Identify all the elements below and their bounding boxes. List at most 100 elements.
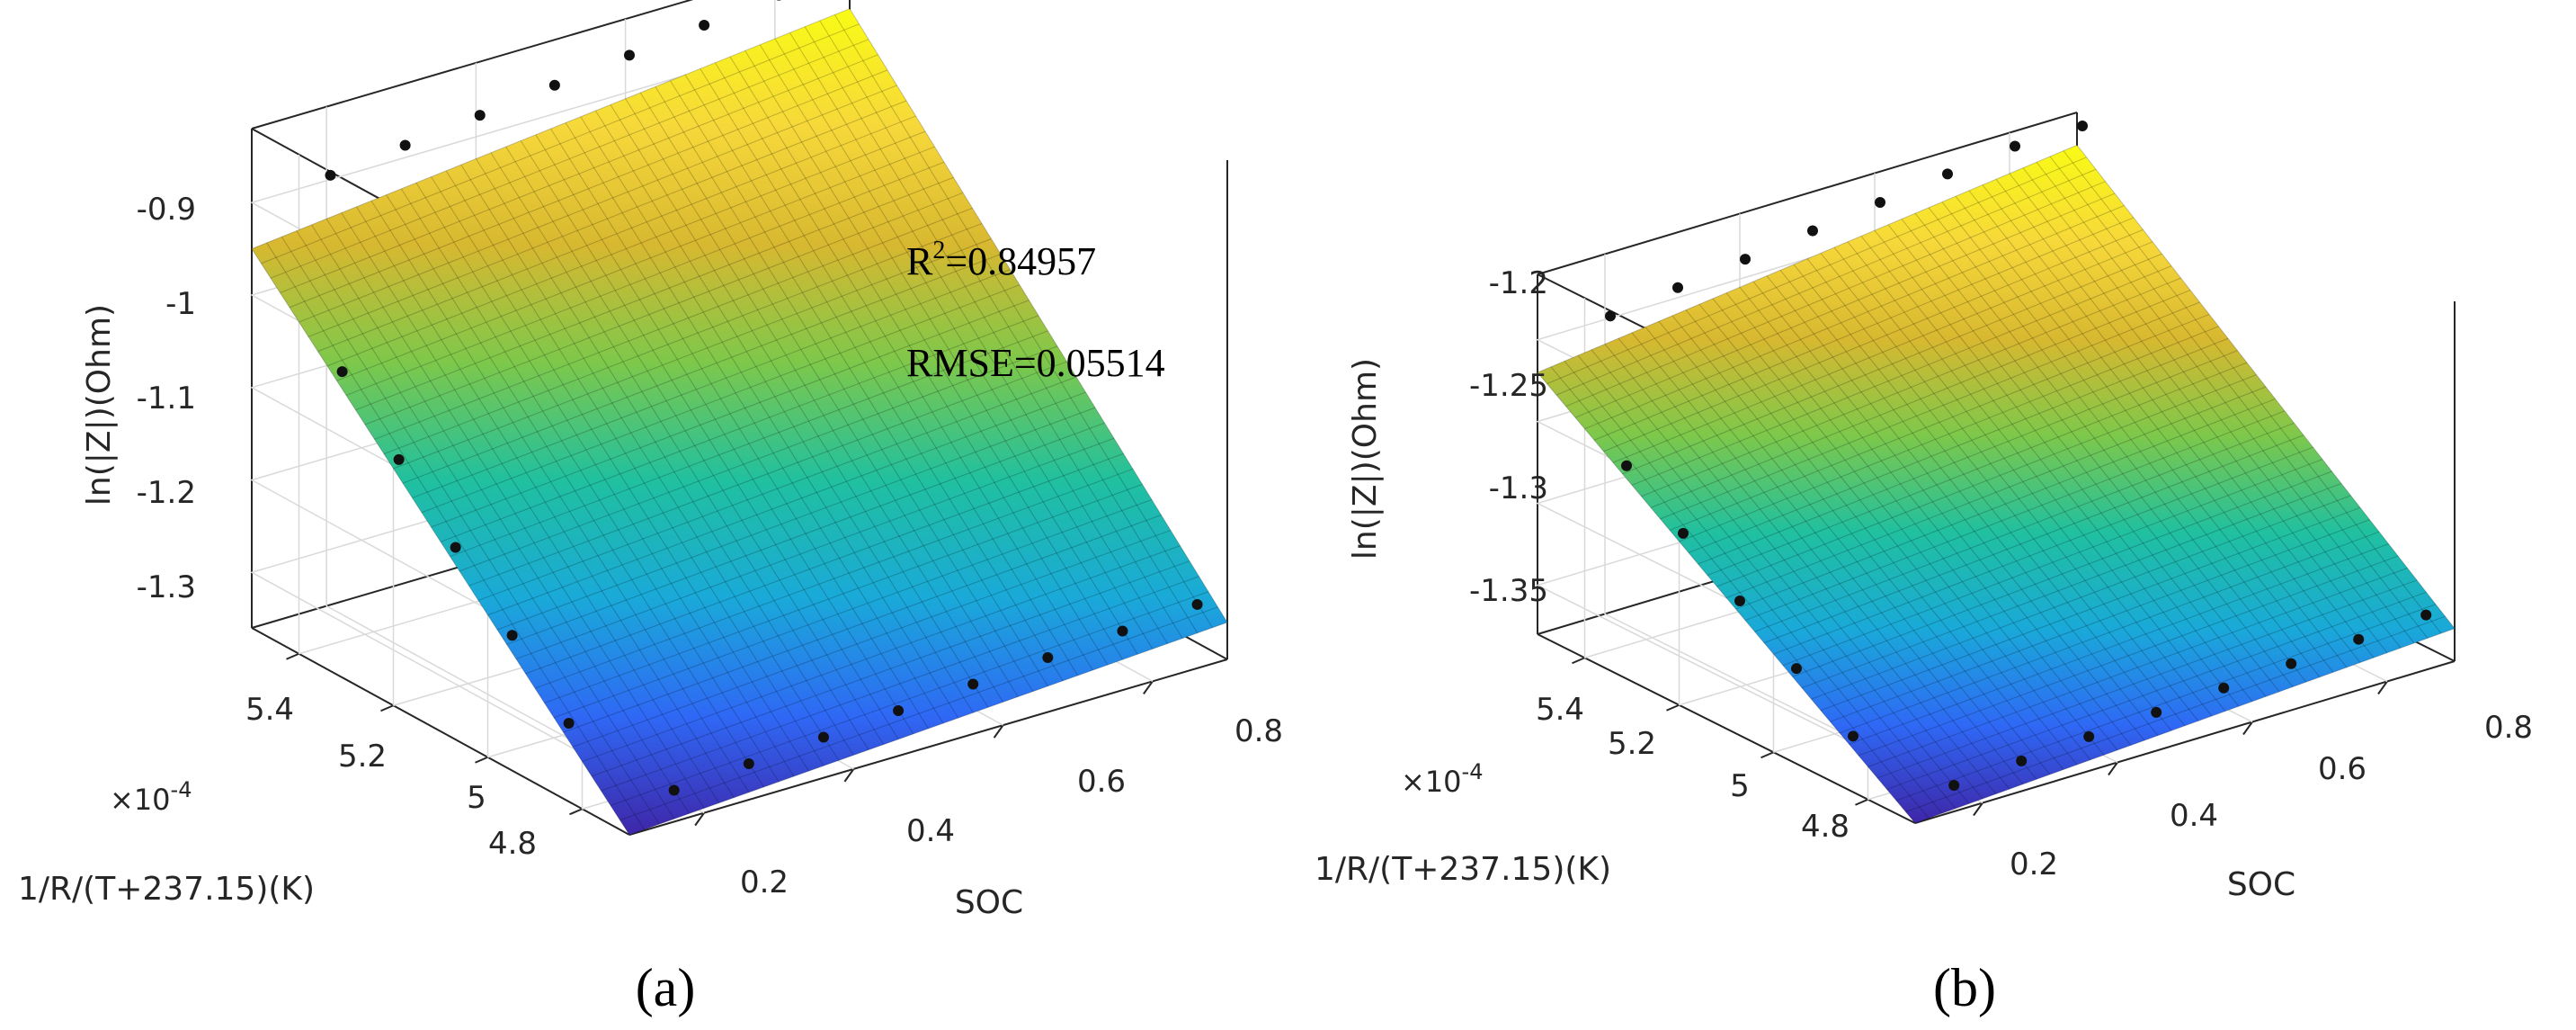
b-data-point [1621,460,1632,471]
a-data-point [336,366,348,378]
a-mesh-line [270,39,869,279]
a-x-tick: 0.2 [740,864,789,900]
b-data-point [2286,658,2297,669]
a-mesh-line [415,182,795,777]
b-data-point [1672,282,1683,293]
b-mesh-line [1725,386,2267,599]
b-data-points-front [1621,460,2432,791]
b-mesh-line [1631,265,2172,486]
a-z-tick: -1 [165,286,196,322]
a-mesh-line [591,560,1190,777]
a-r2-annotation: R2=0.84957 [906,237,1096,283]
a-mesh-line [534,468,1134,689]
b-mesh-line [1876,579,2418,779]
a-mesh-line [655,86,1034,692]
a-mesh-line [383,222,983,455]
a-z-tick: -1.2 [137,475,196,511]
b-data-point [2151,706,2162,718]
a-mesh-line [326,130,926,367]
b-mesh-line [1766,275,2145,741]
b-mesh-line [1820,253,2199,721]
a-data-point [1117,625,1128,637]
b-z-tick: -1.35 [1469,573,1548,609]
b-mesh-line [1968,190,2348,668]
a-mesh-line [610,591,1209,806]
a-data-point [967,678,979,690]
b-mesh-line [1806,258,2186,727]
b-mesh-line [1779,270,2159,736]
b-mesh-line [1650,290,2191,508]
a-data-point [668,784,680,796]
a-mesh-line [450,330,1048,558]
b-mesh-line [1631,332,2010,790]
a-mesh-line [505,146,885,745]
b-mesh-line [1698,303,2078,766]
b-mesh-line [1782,459,2323,667]
b-data-point [2218,682,2230,694]
a-y-tick-mark [569,808,583,816]
b-mesh-line [1811,495,2351,700]
b-y-multiplier-exp: -4 [1462,759,1484,784]
b-mesh-line [1763,434,2304,644]
b-z-tick: -1.25 [1469,368,1548,404]
b-mesh-line [1584,205,2125,430]
a-mesh-line [374,207,973,440]
b-mesh-line [1995,178,2375,658]
a-mesh-line [563,515,1162,733]
b-y-tick: 5.4 [1536,692,1584,728]
b-mesh-line [1688,337,2229,553]
b-x-tick-mark [1973,802,1983,817]
a-mesh-line [459,345,1058,572]
a-mesh-line [628,622,1228,836]
b-data-point [1807,225,1818,237]
a-mesh-line [421,284,1021,514]
b-box-edge [1537,112,2078,275]
a-mesh-line [445,170,824,766]
b-mesh-line [1685,309,2064,770]
a-mesh-line [364,192,964,425]
b-mesh-line [1725,292,2105,756]
b-y-tick: 5 [1730,768,1750,804]
a-mesh-line [525,452,1124,675]
b-mesh-line [1612,241,2153,463]
a-mesh-line [311,224,690,814]
a-mesh-line [355,206,735,798]
a-x-tick-mark [843,768,855,783]
a-mesh-line [345,161,945,396]
b-mesh-line [1901,219,2280,693]
b-data-point [1875,196,1885,208]
b-mesh-line [1546,157,2087,385]
a-data-points-back [325,0,781,181]
b-mesh-line [1860,236,2240,707]
b-caption: (b) [1933,958,1996,1017]
a-z-tick: -1.3 [137,569,196,605]
b-x-ticks: 0.2 0.4 0.6 0.8 [2010,710,2533,882]
a-mesh-line [266,242,646,830]
a-mesh-line [261,23,860,264]
a-mesh-line [431,176,809,772]
a-mesh-line [582,545,1181,763]
b-y-tick-mark [1855,798,1868,806]
a-mesh-line [625,98,1004,703]
b-x-tick: 0.8 [2484,710,2533,746]
a-data-points-front [336,366,1203,796]
a-mesh-line [594,110,974,713]
a-mesh-line [296,230,675,820]
a-mesh-line [308,100,907,337]
a-mesh-line [804,26,1183,639]
b-mesh-line [1679,326,2219,542]
a-mesh-line [553,498,1153,719]
a-mesh-line [468,361,1067,587]
b-z-tick: -1.3 [1489,470,1548,506]
a-mesh-line [515,437,1115,660]
a-data-point [817,731,829,743]
b-data-point [1605,310,1616,322]
b-mesh-line [1887,224,2267,697]
a-mesh-line [520,140,899,740]
a-mesh-line [684,74,1064,682]
b-mesh-line [1830,519,2370,722]
b-mesh-line [1574,193,2116,418]
b-y-multiplier: ×10-4 [1401,759,1483,799]
a-data-point [743,758,754,770]
b-data-point [1948,779,1960,791]
